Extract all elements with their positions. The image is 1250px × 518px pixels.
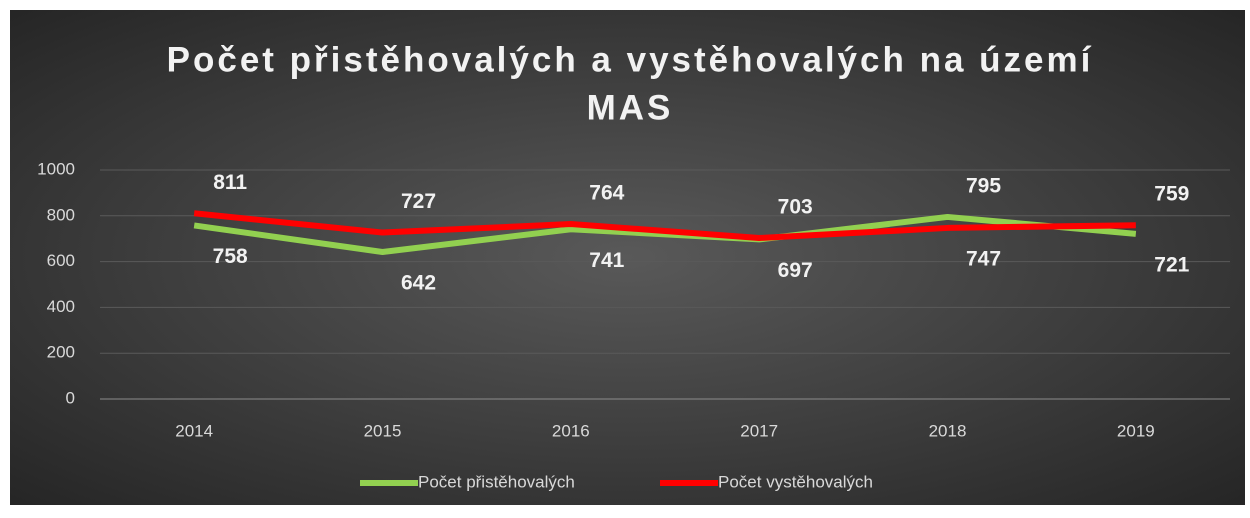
legend-label: Počet vystěhovalých [718,472,873,491]
series-line [193,210,1136,242]
y-tick-label: 200 [47,343,75,362]
y-tick-label: 400 [47,297,75,316]
x-tick-label: 2015 [364,421,402,440]
y-tick-label: 800 [47,205,75,224]
data-label: 703 [778,196,813,219]
y-tick-label: 1000 [37,159,75,178]
chart-title: MAS [587,88,674,127]
chart-title: Počet přistěhovalých a vystěhovalých na … [167,40,1094,79]
data-label: 747 [966,247,1001,270]
legend-label: Počet přistěhovalých [418,472,575,491]
data-label: 642 [401,272,436,295]
data-label: 758 [213,245,248,268]
x-tick-label: 2014 [175,421,213,440]
chart-background [10,10,1245,505]
data-label: 697 [778,259,813,282]
y-tick-label: 0 [66,388,75,407]
x-tick-label: 2016 [552,421,590,440]
series-line [193,213,1137,255]
y-tick-label: 600 [47,251,75,270]
data-label: 764 [589,182,624,205]
data-label: 741 [589,249,624,272]
x-tick-label: 2018 [929,421,967,440]
x-tick-label: 2017 [740,421,778,440]
x-tick-label: 2019 [1117,421,1155,440]
data-label: 759 [1154,183,1189,206]
data-label: 721 [1154,253,1189,276]
data-label: 811 [213,171,247,194]
data-label: 795 [966,174,1001,197]
data-label: 727 [401,190,436,213]
